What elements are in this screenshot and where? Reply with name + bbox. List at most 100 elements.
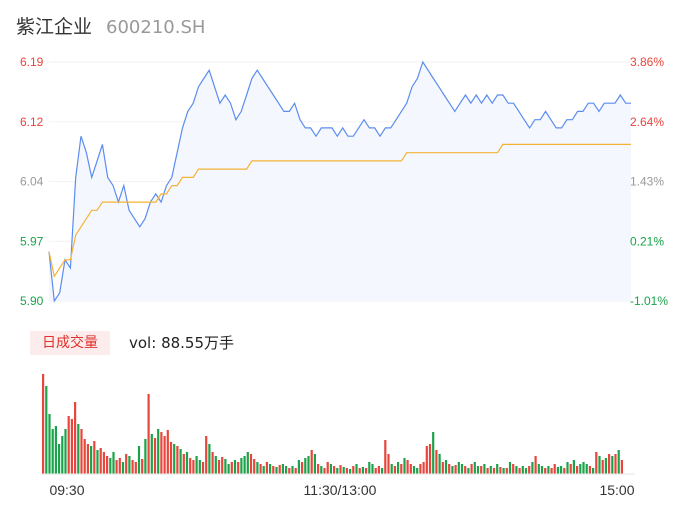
volume-bar [112,452,115,474]
volume-bar [227,464,230,474]
volume-bar [285,466,288,474]
volume-bar [457,462,460,474]
volume-bar [67,416,70,474]
volume-bar [317,464,320,474]
volume-bar [544,468,547,474]
volume-bar [163,436,166,474]
volume-bar [448,464,451,474]
volume-bar [381,468,384,474]
volume-bar [195,456,198,474]
volume-bar [566,462,569,474]
volume-bar [61,436,64,474]
volume-bar [422,462,425,474]
volume-bar [176,446,179,474]
volume-bar [419,464,422,474]
volume-bar [256,462,259,474]
volume-bar [125,454,128,474]
volume-bar [80,429,83,474]
y-tick-left: 5.90 [20,294,44,308]
volume-bar [336,468,339,474]
volume-bar [217,460,221,474]
volume-bar [249,454,253,474]
volume-bar [368,462,371,474]
volume-bar [598,456,601,474]
volume-bar [144,439,147,474]
volume-bar [365,468,368,474]
volume-bar [489,466,492,474]
volume-bar [246,452,249,474]
volume-bar [224,459,227,474]
volume-bar [569,464,572,474]
volume-bar [259,464,262,474]
volume-bar [416,468,419,474]
volume-bar [438,454,441,474]
volume-bar [70,419,73,474]
volume-bar [579,464,582,474]
volume-bar [444,460,448,474]
volume-bar [301,462,304,474]
volume-bar [595,452,598,474]
volume-bar [141,459,144,474]
volume-bar [435,450,438,474]
volume-bar [576,466,579,474]
volume-bar [77,424,80,474]
volume-bar [534,456,537,474]
volume-bar [342,467,345,474]
volume-bar [505,468,508,474]
vol-prefix: vol: [129,334,157,352]
volume-bar [320,466,323,474]
volume-bar [537,464,540,474]
volume-bar [515,466,518,474]
y-tick-right: 3.86% [630,55,664,69]
volume-bar [54,426,57,474]
volume-bar [406,460,409,474]
volume-bar [345,468,348,474]
volume-bar [109,458,112,474]
volume-bar [233,460,237,474]
volume-bar [547,466,550,474]
volume-bar [502,468,505,474]
volume-bar [86,444,89,474]
volume-bar [617,450,620,474]
volume-bar [201,462,205,474]
volume-bar [45,386,48,474]
volume-bar [240,458,243,474]
volume-bar [585,464,588,474]
stock-title: 紫江企业 600210.SH [16,12,205,39]
volume-bar [592,468,595,474]
volume-bar [614,454,617,474]
y-tick-right: 1.43% [630,175,664,189]
average-price-line [48,143,631,278]
volume-bar [464,466,467,474]
volume-bar [243,456,246,474]
volume-bar [179,449,182,474]
volume-bar [58,444,61,474]
volume-bar [486,468,489,474]
volume-bar [326,462,329,474]
volume-bar [93,441,96,474]
volume-bar [384,440,387,474]
volume-bar [355,464,358,474]
volume-bar [208,444,211,474]
volume-bar [403,458,406,474]
volume-bar [211,452,214,474]
volume-bar [521,466,524,474]
volume-readout: vol: 88.55万手 [129,332,234,353]
volume-bar [601,460,604,474]
volume-bar [230,462,233,474]
volume-bar [377,466,380,474]
x-tick-label: 11:30/13:00 [304,482,377,498]
volume-bar [358,468,361,474]
volume-bar [51,429,54,474]
volume-bar [237,462,240,474]
volume-bar [118,458,121,474]
x-tick-label: 15:00 [599,482,634,498]
volume-bar [304,458,307,474]
volume-bar [528,466,531,474]
volume-bar [134,462,137,474]
volume-bar [508,462,512,474]
volume-bar [253,459,256,474]
volume-bar [333,466,336,474]
volume-bar [281,464,284,474]
volume-bar [556,467,559,474]
